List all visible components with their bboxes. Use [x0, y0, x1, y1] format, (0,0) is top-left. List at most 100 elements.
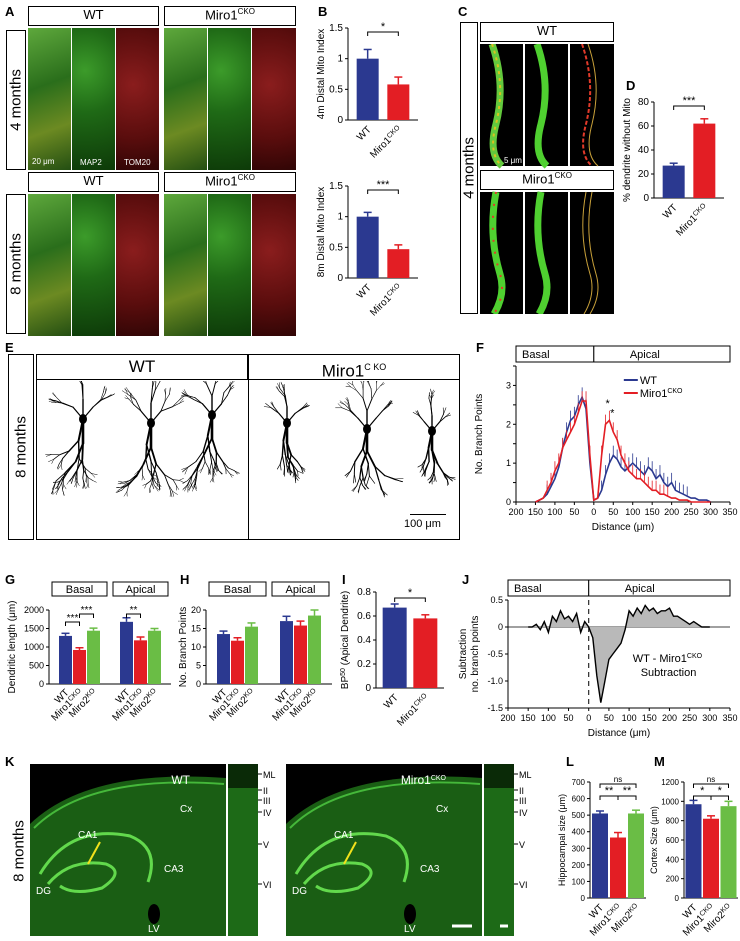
micrograph-a-cko-4m-tom20 — [252, 28, 296, 170]
dendrite-segment — [175, 484, 180, 490]
x-tick-label: 150 — [521, 713, 536, 723]
dendrite-segment — [421, 470, 427, 477]
scale-bar-e-line — [410, 514, 446, 515]
dendrite-segment — [216, 466, 218, 471]
dendrite-segment — [100, 391, 104, 401]
y-tick-label: 0 — [581, 894, 586, 903]
dendrite-segment — [179, 398, 184, 404]
x-tick-label: 100 — [622, 713, 637, 723]
dendrite-segment — [187, 395, 196, 398]
x-tick-label: 200 — [500, 713, 515, 723]
significance-marker: *** — [81, 605, 93, 616]
layer-label: ML — [263, 770, 276, 780]
dendrite-segment — [167, 483, 171, 492]
dendrite-segment — [290, 454, 298, 463]
y-tick-label: 0 — [337, 115, 343, 126]
cko-label: Miro1 — [321, 361, 365, 381]
dendrite-segment — [145, 443, 152, 462]
dendrite-segment — [84, 467, 92, 474]
y-tick-label: 0 — [498, 622, 503, 632]
dendrite-segment — [234, 470, 239, 475]
y-tick-label: 0 — [337, 273, 343, 284]
dendrite-segment — [433, 476, 436, 483]
dendrite-segment — [145, 480, 151, 485]
dendrite-segment — [394, 479, 403, 483]
bar — [693, 123, 716, 198]
dendrite-segment — [81, 381, 83, 386]
dendrite-segment — [164, 393, 170, 402]
dendrite-segment — [211, 403, 223, 416]
annotation-text: WT - Miro1CKO — [633, 653, 703, 665]
dendrite-segment — [155, 463, 166, 476]
dendrite-segment — [281, 454, 285, 468]
y-tick-label: 500 — [29, 661, 44, 671]
legend-label-cko: Miro1CKO — [640, 388, 683, 400]
dendrite-segment — [294, 475, 297, 484]
region-apical-label: Apical — [625, 583, 655, 595]
y-tick-label: 1 — [506, 458, 511, 468]
dendrite-segment — [155, 472, 160, 483]
micrograph-a-wt-8m-map2 — [72, 194, 115, 336]
dendrite-segment — [203, 437, 213, 456]
group-header-label: Apical — [126, 584, 156, 596]
y-tick-label: -1.0 — [487, 676, 503, 686]
dendrite-segment — [445, 412, 451, 417]
dendrite-segment — [446, 479, 450, 485]
micrograph-a-wt-4m-merge — [28, 28, 71, 170]
dendrite-segment — [194, 477, 196, 487]
x-tick-label: 50 — [604, 713, 614, 723]
region-apical-box — [588, 579, 731, 597]
dendrite-segment — [439, 416, 447, 423]
dendrite-segment — [288, 454, 292, 465]
bar — [720, 806, 737, 898]
dendrite-segment — [447, 476, 453, 481]
panel-c-row-label: 4 months — [460, 22, 478, 314]
x-tick-label: 350 — [722, 507, 737, 517]
dendrite-segment — [169, 490, 171, 497]
dendrite-segment — [292, 464, 298, 472]
dendrite-segment — [211, 461, 214, 471]
y-tick-label: 0 — [196, 679, 201, 689]
dendrite-segment — [81, 384, 84, 400]
layer-label: V — [519, 840, 525, 850]
dendrite-segment — [225, 468, 231, 475]
bar — [610, 837, 626, 898]
dendrite-segment — [209, 451, 213, 463]
neuron-tracings — [45, 381, 456, 498]
y-tick-label: 0.6 — [357, 611, 371, 622]
region-label: CA3 — [420, 864, 440, 875]
dendrite-segment — [52, 481, 59, 483]
dendrite-segment — [84, 483, 86, 489]
layer-label: II — [263, 786, 268, 796]
dendrite-segment — [130, 397, 134, 405]
dendrite-segment — [371, 390, 377, 400]
y-tick-label: 1200 — [661, 778, 679, 787]
x-tick-label: 250 — [682, 713, 697, 723]
dendrite-segment — [286, 464, 288, 472]
dendrite-segment — [83, 483, 85, 489]
dendrite-segment — [380, 383, 385, 387]
dendrite-segment — [74, 476, 77, 483]
dendrite-segment — [154, 381, 161, 391]
dendrite-segment — [62, 450, 70, 460]
dendrite-segment — [369, 475, 376, 484]
dendrite-segment — [431, 394, 435, 399]
dendrite-segment — [100, 396, 109, 401]
dendrite-segment — [359, 477, 363, 486]
x-tick-label: 100 — [625, 507, 640, 517]
dendrite-segment — [82, 477, 85, 485]
dendrite-segment — [360, 381, 363, 383]
panel-e-cko-header: Miro1C KO — [248, 354, 460, 381]
dendrite-segment — [439, 413, 444, 423]
dendrite-segment — [366, 475, 370, 486]
dendrite-segment — [80, 381, 84, 386]
dendrite-segment — [362, 477, 366, 486]
y-tick-label: 800 — [666, 817, 680, 826]
bar — [73, 649, 86, 684]
dendrite-segment — [227, 467, 236, 472]
cko-sup: CKO — [237, 173, 255, 182]
significance-marker: * — [605, 398, 610, 410]
significance-marker: * — [381, 21, 386, 33]
